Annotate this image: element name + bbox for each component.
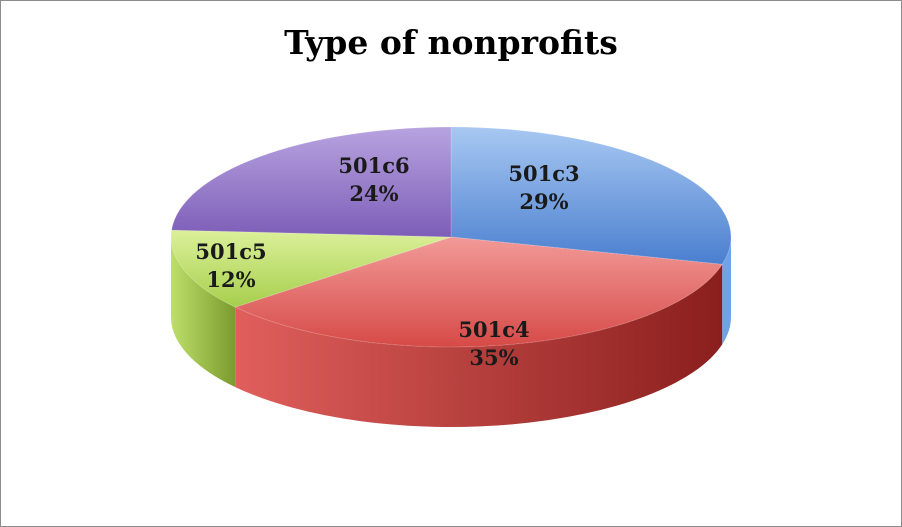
slice-name-label: 501c3 (508, 161, 579, 186)
slice-name-label: 501c5 (195, 239, 266, 264)
slice-percent-label: 35% (469, 345, 518, 370)
pie-slice-501c5 (170, 229, 452, 308)
slice-name-label: 501c6 (338, 153, 409, 178)
pie-slice-501c3 (450, 126, 732, 265)
pie-slice-501c4 (233, 236, 724, 348)
pie-slice-501c6 (170, 126, 452, 238)
pie-sides (171, 237, 731, 427)
slice-percent-label: 24% (349, 181, 398, 206)
pie-side-501c3 (722, 237, 731, 345)
pie-side-501c5 (171, 237, 236, 388)
pie-labels: 501c3 29% 501c4 35% 501c5 12% 501c6 24% (195, 153, 579, 370)
slice-percent-label: 12% (206, 267, 255, 292)
chart-title: Type of nonprofits (284, 23, 618, 62)
pie-side-501c4 (235, 264, 723, 427)
pie-slices (170, 126, 732, 348)
slice-name-label: 501c4 (458, 317, 529, 342)
slice-percent-label: 29% (519, 189, 568, 214)
